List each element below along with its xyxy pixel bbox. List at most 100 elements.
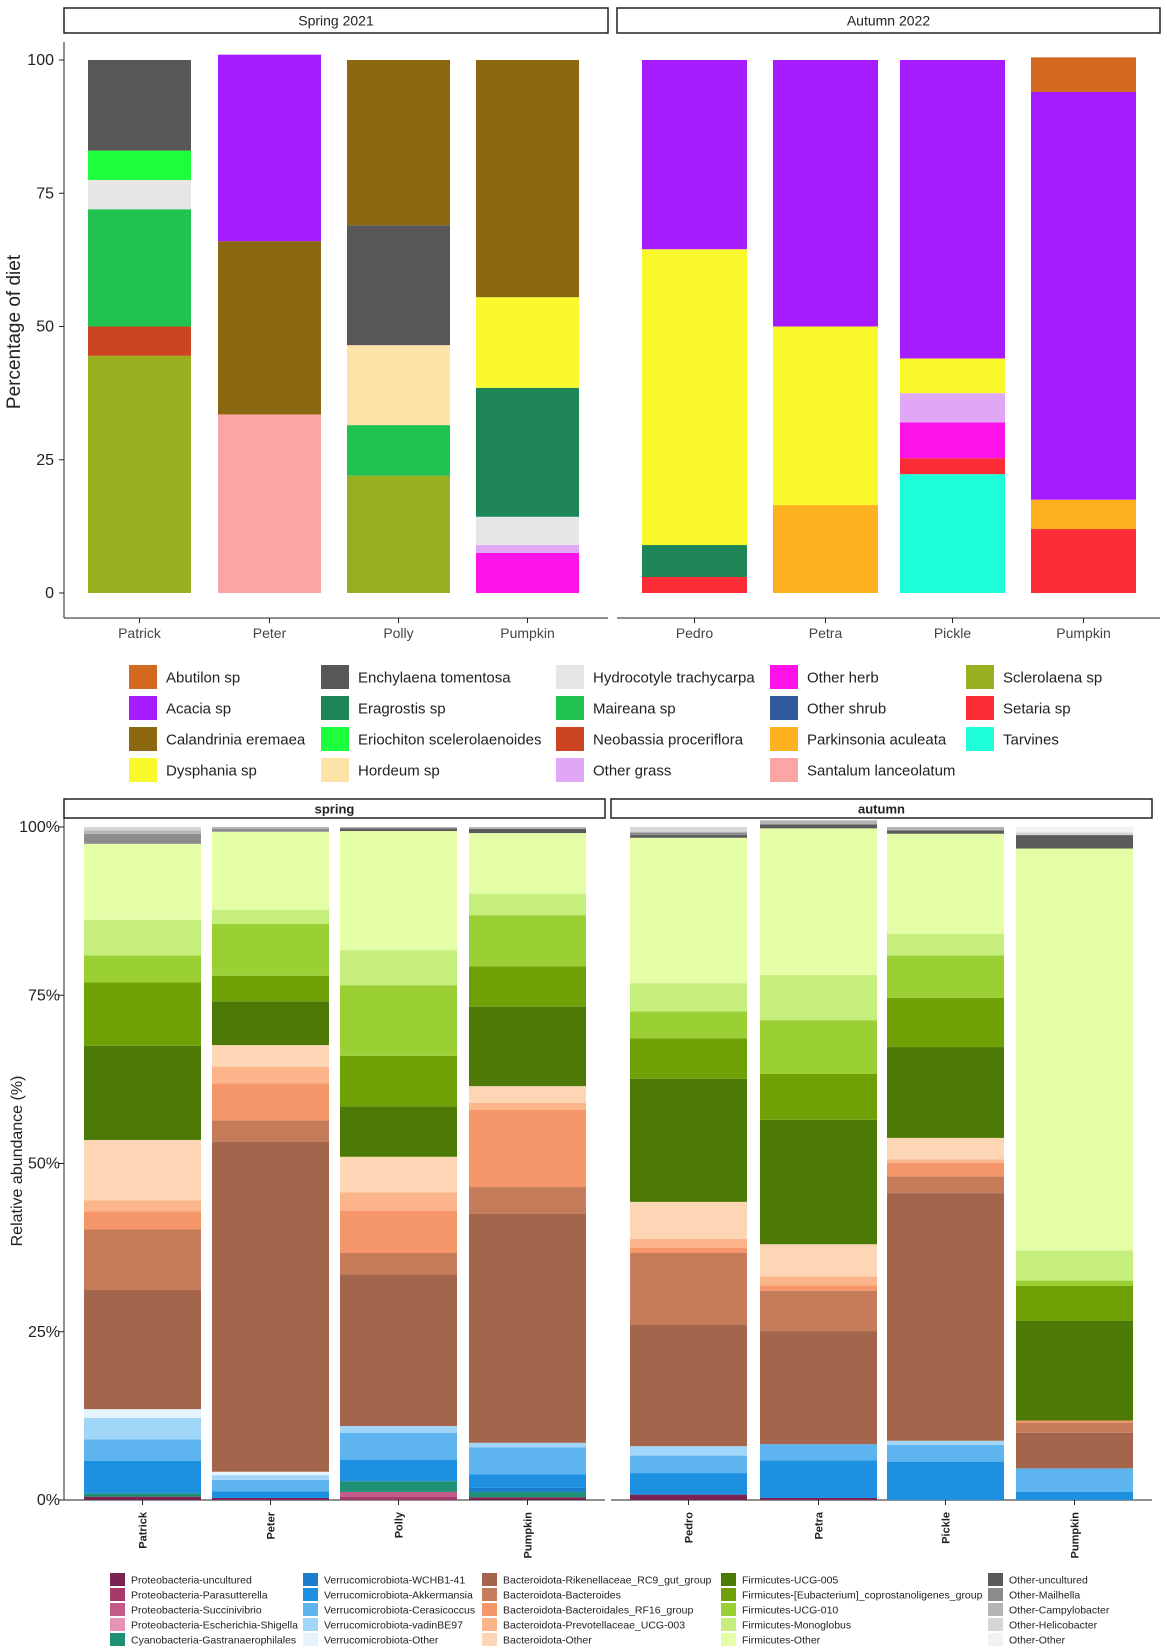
- diet-bar-segment-petra-parkinsonia-aculeata: [773, 505, 878, 593]
- microbiome-bar-segment-petra-firmicutes-ucg-005: [760, 1119, 877, 1245]
- diet-bar-segment-pumpkin-calandrinia-eremaea: [476, 60, 579, 298]
- diet-legend-label: Neobassia proceriflora: [593, 731, 744, 748]
- microbiome-legend-swatch-other-other: [988, 1633, 1003, 1646]
- microbiome-bar-segment-pedro-bacteroidota-rikenellaceae-rc9-gut-group: [630, 1325, 747, 1447]
- microbiome-strip-spring: [63, 798, 606, 819]
- microbiome-bar-segment-pedro-bacteroidota-other: [630, 1201, 747, 1239]
- microbiome-legend-label: Verrucomicrobiota-vadinBE97: [324, 1619, 463, 1631]
- microbiome-legend-swatch-bacteroidota-other: [482, 1633, 497, 1646]
- diet-bar-segment-patrick-eriochiton-scelerolaenoides: [88, 150, 191, 180]
- microbiome-bar-segment-polly-bacteroidota-prevotellaceae-ucg-003: [340, 1192, 457, 1211]
- microbiome-legend-label: Firmicutes-Other: [742, 1634, 821, 1646]
- diet-bar-segment-pickle-other-grass: [900, 393, 1005, 423]
- microbiome-bar-segment-peter-firmicutes-monoglobus: [212, 909, 329, 924]
- microbiome-bar-segment-peter-firmicutes-other: [212, 831, 329, 910]
- microbiome-bar-segment-petra-bacteroidota-other: [760, 1244, 877, 1277]
- microbiome-bar-segment-polly-firmicutes-monoglobus: [340, 950, 457, 986]
- microbiome-bar-segment-patrick-firmicutes-eubacterium-coprostanoligenes-group: [84, 982, 201, 1046]
- diet-bar-segment-polly-enchylaena-tomentosa: [347, 225, 450, 346]
- microbiome-x-tick-label: Pedro: [684, 1512, 696, 1543]
- microbiome-y-tick-label: 0%: [37, 1492, 60, 1509]
- microbiome-bar-segment-pickle-other-campylobacter: [887, 827, 1004, 831]
- microbiome-bar-segment-peter-verrucomicrobiota-other: [212, 1471, 329, 1476]
- microbiome-legend-label: Verrucomicrobiota-Akkermansia: [324, 1589, 473, 1601]
- diet-legend-swatch-hordeum-sp: [321, 758, 349, 782]
- microbiome-legend-swatch-proteobacteria-succinivibrio: [110, 1603, 125, 1616]
- microbiome-y-tick-label: 75%: [28, 987, 60, 1004]
- microbiome-bar-segment-pumpkin-bacteroidota-bacteroides: [1016, 1422, 1133, 1433]
- diet-x-tick-label: Pumpkin: [1056, 625, 1110, 641]
- diet-bar-segment-pumpkin-eragrostis-sp: [476, 387, 579, 517]
- microbiome-bar-segment-pumpkin-verrucomicrobiota-cerasicoccus: [469, 1447, 586, 1475]
- microbiome-bar-segment-petra-other-uncultured: [760, 824, 877, 829]
- microbiome-bar-segment-pumpkin-firmicutes-ucg-005: [1016, 1320, 1133, 1421]
- microbiome-legend-swatch-other-uncultured: [988, 1573, 1003, 1586]
- microbiome-bar-segment-pumpkin-verrucomicrobiota-wchb1-41: [469, 1487, 586, 1492]
- microbiome-legend-label: Firmicutes-UCG-010: [742, 1604, 838, 1616]
- diet-x-tick-label: Petra: [809, 625, 843, 641]
- microbiome-bar-segment-pumpkin-firmicutes-ucg-010: [1016, 1280, 1133, 1286]
- diet-x-tick-label: Pumpkin: [500, 625, 554, 641]
- microbiome-legend-swatch-firmicutes-ucg-005: [721, 1573, 736, 1586]
- microbiome-bar-segment-pumpkin-verrucomicrobiota-vadinbe97: [469, 1442, 586, 1448]
- microbiome-bar-segment-patrick-verrucomicrobiota-vadinbe97: [84, 1417, 201, 1440]
- microbiome-bar-segment-patrick-verrucomicrobiota-cerasicoccus: [84, 1439, 201, 1461]
- diet-legend-label: Calandrinia eremaea: [166, 731, 306, 748]
- diet-y-tick-label: 0: [45, 585, 54, 602]
- microbiome-bar-segment-polly-cyanobacteria-gastranaerophilales: [340, 1481, 457, 1492]
- microbiome-bar-segment-pedro-verrucomicrobiota-cerasicoccus: [630, 1455, 747, 1474]
- microbiome-bar-segment-polly-verrucomicrobiota-akkermansia: [340, 1459, 457, 1482]
- microbiome-y-tick-label: 100%: [19, 819, 60, 836]
- diet-legend-label: Parkinsonia aculeata: [807, 731, 947, 748]
- microbiome-bar-segment-patrick-bacteroidota-prevotellaceae-ucg-003: [84, 1200, 201, 1212]
- microbiome-legend-label: Other-Campylobacter: [1009, 1604, 1110, 1616]
- microbiome-legend-label: Bacteroidota-Other: [503, 1634, 592, 1646]
- microbiome-legend-swatch-verrucomicrobiota-cerasicoccus: [303, 1603, 318, 1616]
- microbiome-legend-label: Bacteroidota-Bacteroides: [503, 1589, 621, 1601]
- microbiome-strip-autumn: [610, 798, 1153, 819]
- microbiome-bar-segment-patrick-other-helicobacter: [84, 827, 201, 831]
- microbiome-bar-segment-polly-other-uncultured: [340, 828, 457, 832]
- microbiome-x-tick-label: Pumpkin: [1070, 1512, 1082, 1559]
- diet-legend-swatch-calandrinia-eremaea: [129, 727, 157, 751]
- microbiome-bar-segment-pumpkin-other-other: [1016, 827, 1133, 833]
- microbiome-bar-segment-peter-verrucomicrobiota-cerasicoccus: [212, 1479, 329, 1492]
- diet-legend-swatch-other-herb: [770, 665, 798, 689]
- microbiome-bar-segment-pickle-firmicutes-eubacterium-coprostanoligenes-group: [887, 997, 1004, 1048]
- microbiome-legend-label: Bacteroidota-Rikenellaceae_RC9_gut_group: [503, 1574, 712, 1586]
- microbiome-bar-segment-pedro-firmicutes-eubacterium-coprostanoligenes-group: [630, 1038, 747, 1079]
- microbiome-bar-segment-pumpkin-firmicutes-monoglobus: [1016, 1250, 1133, 1281]
- microbiome-bar-segment-pedro-firmicutes-other: [630, 837, 747, 984]
- microbiome-bar-segment-petra-firmicutes-monoglobus: [760, 975, 877, 1021]
- microbiome-bar-segment-petra-bacteroidota-bacteroidales-rf16-group: [760, 1285, 877, 1291]
- microbiome-bar-segment-pedro-firmicutes-monoglobus: [630, 983, 747, 1012]
- microbiome-bar-segment-patrick-bacteroidota-bacteroidales-rf16-group: [84, 1211, 201, 1230]
- microbiome-bar-segment-pickle-firmicutes-other: [887, 833, 1004, 935]
- microbiome-bar-segment-peter-verrucomicrobiota-akkermansia: [212, 1491, 329, 1498]
- microbiome-bar-segment-pumpkin-other-uncultured: [469, 829, 586, 834]
- microbiome-bar-segment-pickle-verrucomicrobiota-cerasicoccus: [887, 1444, 1004, 1462]
- diet-bar-segment-pickle-acacia-sp: [900, 60, 1005, 359]
- microbiome-strip-title: autumn: [858, 802, 905, 817]
- microbiome-bar-segment-peter-bacteroidota-prevotellaceae-ucg-003: [212, 1066, 329, 1084]
- microbiome-bar-segment-patrick-verrucomicrobiota-other: [84, 1409, 201, 1418]
- microbiome-bar-segment-pedro-other-uncultured: [630, 835, 747, 838]
- microbiome-bar-segment-polly-firmicutes-ucg-010: [340, 985, 457, 1056]
- diet-y-tick-label: 50: [36, 319, 54, 336]
- microbiome-bar-segment-peter-proteobacteria-uncultured: [212, 1497, 329, 1500]
- microbiome-bar-segment-peter-verrucomicrobiota-vadinbe97: [212, 1475, 329, 1480]
- diet-bar-segment-peter-calandrinia-eremaea: [218, 241, 321, 415]
- microbiome-bar-segment-pickle-firmicutes-ucg-010: [887, 955, 1004, 998]
- microbiome-bar-segment-peter-bacteroidota-bacteroidales-rf16-group: [212, 1083, 329, 1121]
- diet-legend-swatch-dysphania-sp: [129, 758, 157, 782]
- microbiome-bar-segment-patrick-other-mailhella: [84, 833, 201, 844]
- diet-bar-segment-pickle-other-herb: [900, 422, 1005, 459]
- microbiome-bar-segment-pumpkin-bacteroidota-rikenellaceae-rc9-gut-group: [1016, 1432, 1133, 1469]
- diet-legend-swatch-other-grass: [556, 758, 584, 782]
- microbiome-bar-segment-patrick-firmicutes-ucg-005: [84, 1045, 201, 1140]
- diet-legend-label: Hydrocotyle trachycarpa: [593, 669, 755, 686]
- microbiome-bar-segment-petra-verrucomicrobiota-cerasicoccus: [760, 1444, 877, 1461]
- diet-bar-segment-polly-maireana-sp: [347, 425, 450, 476]
- diet-legend-label: Other shrub: [807, 700, 886, 717]
